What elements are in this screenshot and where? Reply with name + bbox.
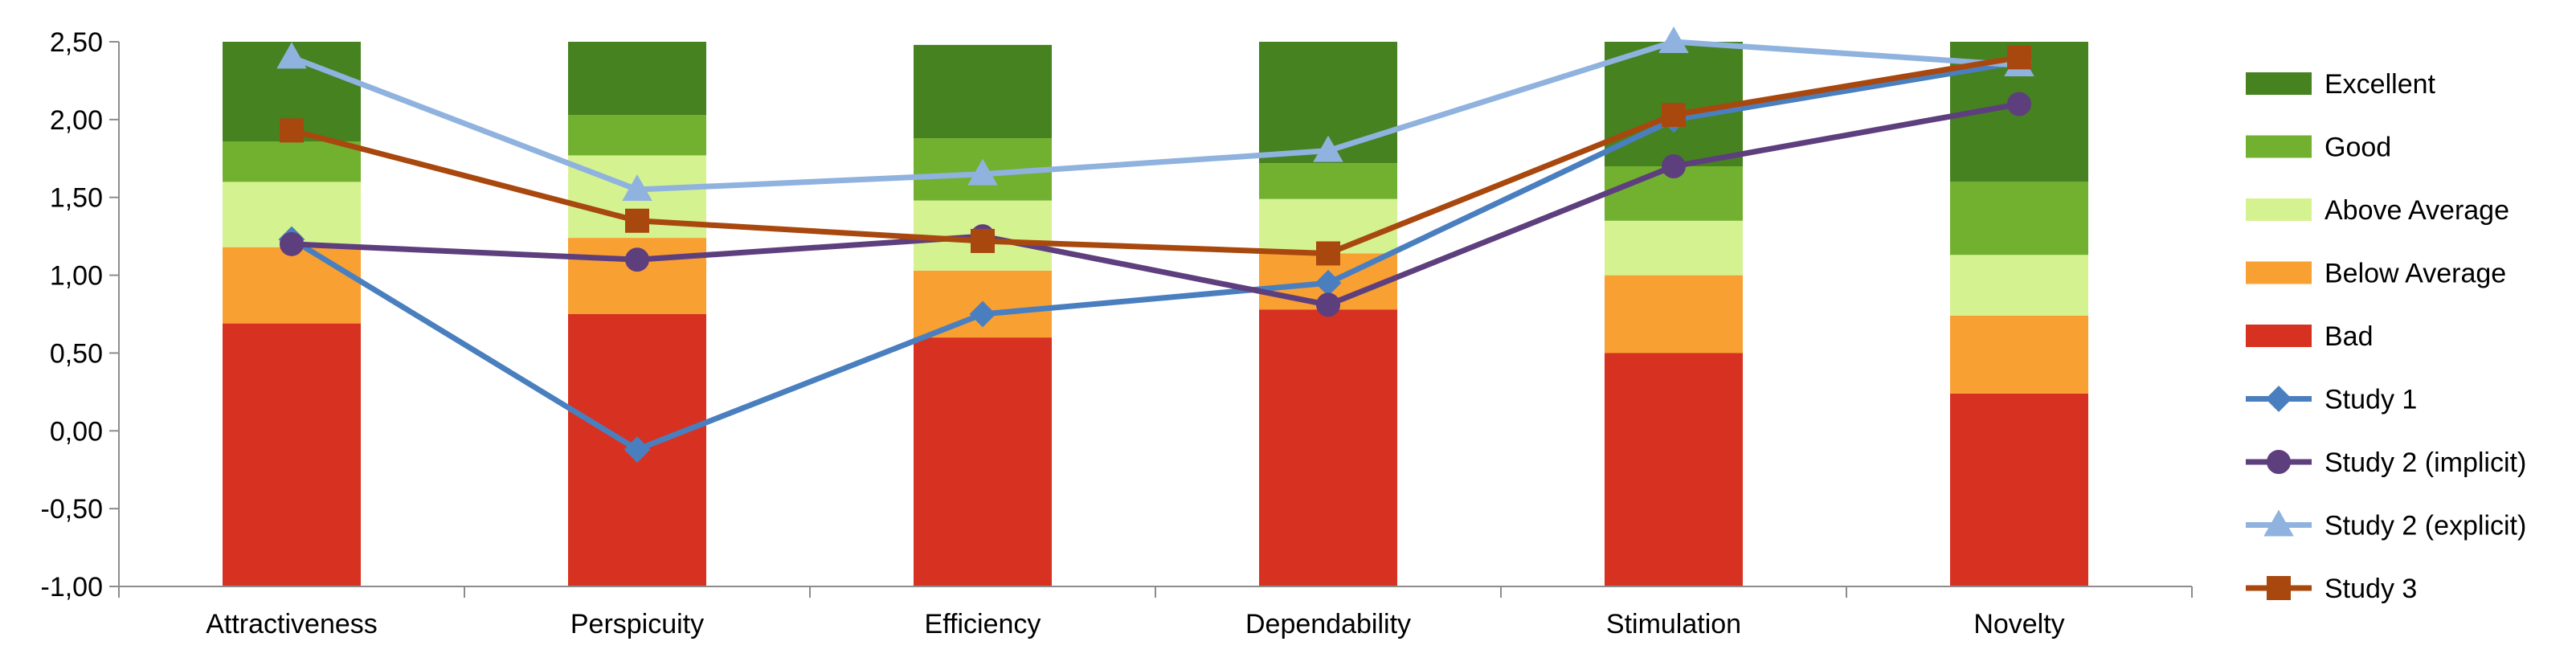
point-study-3-novelty xyxy=(2007,45,2031,70)
point-study-2-implicit-perspicuity xyxy=(625,247,649,272)
legend-swatch-good xyxy=(2246,135,2312,158)
point-study-2-explicit-perspicuity xyxy=(622,174,652,202)
y-tick-label: 0,00 xyxy=(50,416,103,447)
point-study-3-attractiveness xyxy=(280,118,304,143)
y-tick-label: -0,50 xyxy=(41,494,104,525)
legend-label-study-2-explicit: Study 2 (explicit) xyxy=(2325,511,2526,541)
x-tick-label-efficiency: Efficiency xyxy=(925,609,1041,639)
point-study-2-implicit-dependability xyxy=(1316,292,1340,317)
point-study-3-dependability xyxy=(1316,241,1340,266)
bar-below-average-stimulation xyxy=(1605,275,1743,353)
bar-good-dependability xyxy=(1259,163,1397,199)
x-tick-label-stimulation: Stimulation xyxy=(1606,609,1741,639)
point-study-1-efficiency xyxy=(969,300,996,328)
legend-marker-study-2-implicit xyxy=(2267,450,2291,474)
x-tick-label-dependability: Dependability xyxy=(1245,609,1411,639)
bar-excellent-perspicuity xyxy=(568,42,706,115)
y-tick-label: 0,50 xyxy=(50,338,103,369)
series-study-2-explicit xyxy=(276,26,2034,202)
bar-excellent-efficiency xyxy=(914,44,1052,139)
bar-good-novelty xyxy=(1950,182,2088,255)
y-tick-label: 2,00 xyxy=(50,105,103,136)
bar-above-average-novelty xyxy=(1950,255,2088,316)
bar-bad-novelty xyxy=(1950,393,2088,586)
point-study-1-perspicuity xyxy=(624,436,651,463)
bar-good-perspicuity xyxy=(568,115,706,156)
y-tick-label: 1,50 xyxy=(50,183,103,214)
legend-swatch-above-average xyxy=(2246,198,2312,221)
point-study-2-explicit-attractiveness xyxy=(276,42,307,69)
legend-marker-study-3 xyxy=(2267,576,2291,600)
legend-label-excellent: Excellent xyxy=(2325,69,2436,100)
legend-label-bad: Bad xyxy=(2325,321,2374,352)
legend-label-good: Good xyxy=(2325,133,2391,163)
point-study-2-explicit-stimulation xyxy=(1658,26,1689,53)
x-tick-label-perspicuity: Perspicuity xyxy=(570,609,704,639)
bar-bad-dependability xyxy=(1259,309,1397,586)
legend-swatch-below-average xyxy=(2246,261,2312,284)
bar-good-attractiveness xyxy=(223,141,361,182)
x-tick-label-novelty: Novelty xyxy=(1973,609,2064,639)
point-study-3-stimulation xyxy=(1662,103,1686,128)
point-study-2-implicit-attractiveness xyxy=(280,231,304,256)
point-study-2-implicit-stimulation xyxy=(1662,153,1686,178)
series-study-3 xyxy=(280,45,2031,266)
series-study-2-implicit xyxy=(280,92,2031,317)
bar-below-average-novelty xyxy=(1950,315,2088,394)
bar-above-average-stimulation xyxy=(1605,220,1743,276)
legend-label-below-average: Below Average xyxy=(2325,259,2506,289)
legend-swatch-excellent xyxy=(2246,72,2312,95)
y-tick-label: 1,00 xyxy=(50,261,103,292)
legend-label-above-average: Above Average xyxy=(2325,195,2509,226)
legend-marker-study-1 xyxy=(2265,386,2292,412)
series-line-study-3 xyxy=(288,54,2022,256)
bar-below-average-attractiveness xyxy=(223,247,361,324)
bar-bad-attractiveness xyxy=(223,323,361,586)
legend-label-study-1: Study 1 xyxy=(2325,385,2417,415)
point-study-2-implicit-novelty xyxy=(2007,92,2031,116)
bar-bad-stimulation xyxy=(1605,353,1743,586)
point-study-3-perspicuity xyxy=(625,208,649,233)
y-tick-label: 2,50 xyxy=(50,27,103,58)
series-line-study-1 xyxy=(288,59,2022,452)
legend-marker-study-2-explicit xyxy=(2263,509,2294,537)
series-line-study-2-implicit xyxy=(288,101,2022,308)
legend-label-study-2-implicit: Study 2 (implicit) xyxy=(2325,447,2526,478)
bar-bad-efficiency xyxy=(914,337,1052,586)
point-study-2-explicit-efficiency xyxy=(967,158,998,186)
point-study-3-efficiency xyxy=(971,228,995,253)
y-tick-label: -1,00 xyxy=(41,572,104,603)
legend-label-study-3: Study 3 xyxy=(2325,574,2417,604)
legend-swatch-bad xyxy=(2246,325,2312,347)
x-tick-label-attractiveness: Attractiveness xyxy=(206,609,378,639)
legend: Excellent Good Above Average Below Average B… xyxy=(2246,69,2526,604)
point-study-2-explicit-dependability xyxy=(1313,135,1343,162)
series-line-study-2-explicit xyxy=(288,39,2022,193)
